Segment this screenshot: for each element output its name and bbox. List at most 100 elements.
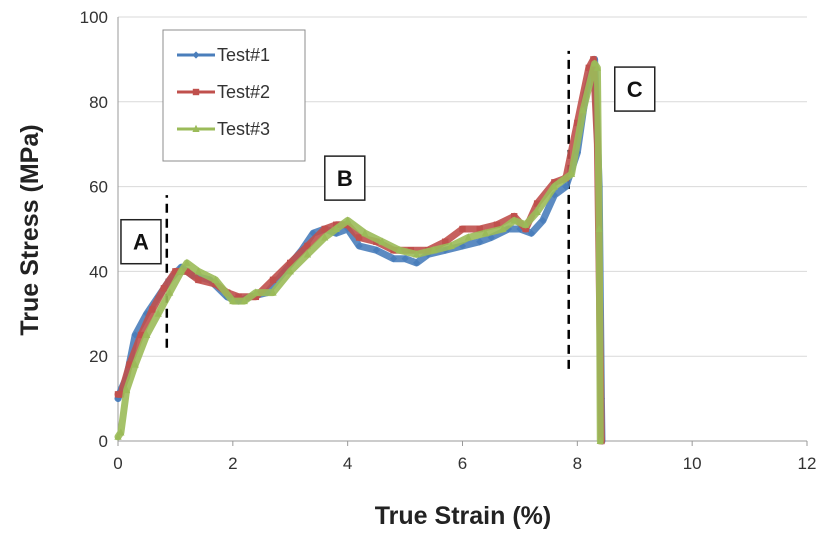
- data-point: [143, 330, 151, 338]
- data-point: [123, 385, 131, 394]
- data-point: [252, 288, 260, 296]
- data-point: [229, 296, 237, 305]
- data-point: [585, 64, 593, 72]
- legend-item-1: Test#1: [177, 45, 270, 65]
- x-tick-label: 2: [228, 454, 237, 473]
- data-point: [481, 229, 490, 237]
- data-point: [126, 361, 133, 368]
- data-point: [430, 246, 438, 254]
- data-point: [476, 225, 483, 233]
- data-point: [235, 293, 242, 301]
- annotation-c: C: [614, 66, 656, 112]
- data-point: [137, 331, 145, 339]
- y-tick-labels: 0 20 40 60 80 100: [80, 8, 108, 451]
- data-point: [160, 285, 168, 292]
- annotation-label: B: [337, 166, 353, 191]
- axes: [117, 17, 808, 446]
- data-point: [459, 225, 466, 233]
- data-point: [499, 224, 507, 232]
- data-point: [593, 63, 602, 71]
- data-point: [344, 216, 352, 224]
- data-point: [304, 242, 311, 250]
- annotation-box: [324, 155, 366, 201]
- data-point: [579, 106, 587, 114]
- annotation-a: A: [120, 218, 162, 265]
- data-point: [172, 268, 179, 275]
- legend-swatch-marker: [192, 51, 200, 59]
- data-point: [114, 432, 122, 440]
- data-point: [117, 391, 125, 398]
- y-axis-title: True Stress (MPa): [16, 124, 44, 335]
- data-point: [269, 276, 277, 284]
- data-series: [114, 55, 606, 445]
- data-point: [447, 241, 455, 249]
- data-point: [378, 237, 386, 245]
- legend-box: [162, 29, 306, 162]
- data-point: [355, 234, 363, 241]
- legend-swatch-marker: [192, 88, 200, 96]
- x-tick-label: 4: [343, 454, 352, 473]
- data-point: [117, 428, 125, 436]
- data-point: [522, 220, 530, 228]
- data-point: [114, 395, 122, 403]
- y-tick-label: 80: [89, 93, 108, 112]
- data-point: [166, 288, 174, 296]
- data-point: [321, 225, 328, 233]
- y-tick-label: 20: [89, 347, 108, 366]
- y-tick-label: 0: [99, 432, 108, 451]
- data-point: [194, 267, 202, 275]
- data-point: [131, 360, 139, 368]
- annotation-label: C: [627, 77, 643, 102]
- data-point: [596, 436, 604, 444]
- y-tick-label: 100: [80, 8, 108, 27]
- data-point: [154, 309, 162, 317]
- data-point: [412, 259, 421, 267]
- x-tick-label: 0: [113, 454, 122, 473]
- legend-label: Test#1: [217, 45, 270, 65]
- data-point: [183, 258, 191, 266]
- data-point: [390, 255, 398, 263]
- data-point: [522, 225, 529, 233]
- legend-item-3: Test#3: [177, 119, 270, 139]
- legend: Test#1 Test#2 Test#3: [162, 29, 306, 162]
- data-point: [550, 182, 558, 190]
- data-point: [355, 242, 363, 250]
- data-point: [567, 169, 576, 177]
- data-point: [595, 224, 603, 232]
- data-point: [590, 59, 599, 67]
- data-point: [177, 267, 185, 275]
- annotation-label: A: [133, 230, 149, 255]
- data-point: [395, 246, 403, 254]
- x-tick-labels: 0 2 4 6 8 10 12: [113, 454, 816, 473]
- dashed-region-lines: [165, 50, 570, 369]
- data-point: [332, 224, 340, 232]
- data-point: [372, 246, 380, 254]
- data-point: [183, 268, 191, 275]
- series-test3: [114, 59, 604, 445]
- y-tick-label: 60: [89, 178, 108, 197]
- data-point: [533, 200, 541, 207]
- data-point: [510, 213, 518, 220]
- data-point: [361, 229, 369, 237]
- data-point: [401, 255, 409, 263]
- data-point: [212, 275, 220, 283]
- data-point: [464, 233, 472, 241]
- data-point: [527, 229, 535, 237]
- legend-swatch-marker: [192, 124, 200, 132]
- x-tick-label: 8: [573, 454, 582, 473]
- data-point: [442, 238, 449, 245]
- data-point: [269, 288, 277, 296]
- region-annotations: A B C: [120, 66, 656, 265]
- data-point: [487, 233, 495, 242]
- data-point: [476, 238, 484, 246]
- data-point: [562, 183, 570, 191]
- data-point: [303, 250, 312, 258]
- data-point: [539, 216, 547, 225]
- annotation-b: B: [324, 155, 366, 201]
- legend-item-2: Test#2: [177, 82, 270, 102]
- data-point: [590, 56, 597, 63]
- data-point: [321, 233, 329, 241]
- data-point: [240, 296, 248, 305]
- data-point: [286, 267, 294, 275]
